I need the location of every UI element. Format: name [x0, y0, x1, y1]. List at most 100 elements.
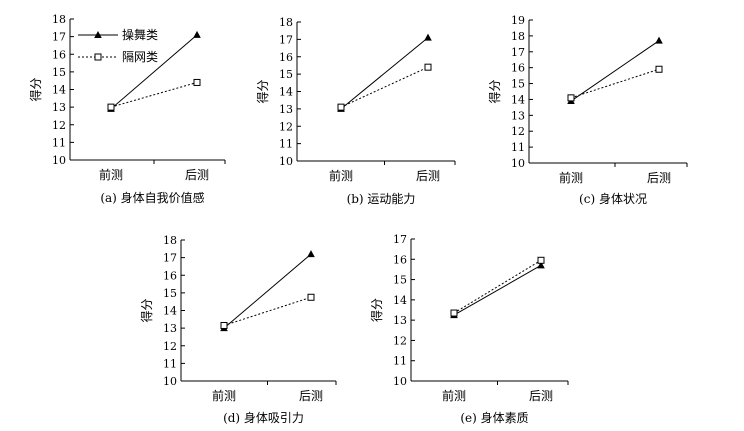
legend-marker-square — [94, 53, 102, 61]
x-tick-label: 前测 — [329, 168, 353, 183]
y-tick-label: 16 — [511, 62, 525, 75]
data-point-square — [307, 293, 315, 301]
y-tick-label: 11 — [163, 357, 177, 370]
chart-panel-4: 10 11 12 13 14 15 16 17 18 前测 后测 得分 (d) 身体吸引力 — [139, 234, 337, 425]
y-tick-label: 17 — [393, 233, 407, 246]
data-point-square — [220, 321, 228, 329]
y-tick-label: 14 — [393, 294, 407, 307]
y-tick-label: 16 — [279, 51, 293, 64]
panel-caption: (c) 身体状况 — [579, 191, 647, 206]
series-line-2 — [110, 81, 198, 108]
y-tick-label: 11 — [511, 141, 525, 154]
y-tick-label: 14 — [511, 93, 525, 106]
series-line-1 — [570, 40, 660, 102]
chart-panel-1: 10 11 12 13 14 15 16 17 18 前测 后测 得分 (a) 身体自我价值感 操舞类隔网… — [28, 13, 226, 205]
y-tick-label: 10 — [279, 155, 293, 168]
y-tick-label: 11 — [393, 355, 407, 368]
data-point-square — [337, 103, 345, 111]
x-tick-label: 后测 — [647, 171, 671, 185]
y-tick-label: 14 — [279, 86, 293, 99]
y-tick-label: 17 — [163, 252, 177, 265]
y-tick-label: 10 — [393, 375, 407, 388]
x-tick-label: 前测 — [442, 388, 466, 403]
series-line-1 — [110, 34, 198, 110]
data-point-triangle — [193, 30, 201, 38]
chart-panel-3: 10 11 12 13 14 15 16 17 18 19 前测 后测 得分 (c) 身体状况 — [487, 14, 688, 206]
y-tick-label: 10 — [511, 157, 525, 170]
panel-caption: (b) 运动能力 — [347, 192, 416, 206]
y-tick-label: 15 — [163, 287, 177, 300]
y-tick-label: 15 — [279, 68, 293, 81]
data-point-square — [567, 94, 575, 102]
series-line-1 — [453, 264, 542, 316]
legend-label: 操舞类 — [122, 27, 158, 42]
legend-label: 隔网类 — [122, 50, 158, 64]
y-tick-label: 13 — [279, 103, 293, 116]
y-tick-label: 12 — [279, 120, 293, 133]
y-tick-label: 12 — [511, 125, 525, 138]
y-tick-label: 13 — [393, 314, 407, 327]
x-tick-label: 前测 — [559, 170, 583, 185]
chart-panel-2: 10 11 12 13 14 15 16 17 18 前测 后测 得分 (b) 运动能力 — [255, 16, 456, 206]
y-axis-label: 得分 — [28, 77, 43, 101]
data-point-square — [655, 65, 663, 73]
y-tick-label: 18 — [511, 30, 525, 43]
series-line-2 — [223, 296, 312, 326]
y-tick-label: 15 — [511, 78, 525, 91]
y-tick-label: 10 — [163, 375, 177, 388]
y-tick-label: 19 — [511, 14, 525, 27]
y-tick-label: 11 — [279, 138, 293, 151]
y-tick-label: 12 — [52, 119, 66, 132]
data-point-triangle — [307, 250, 315, 258]
x-tick-label: 后测 — [299, 389, 323, 403]
y-tick-label: 18 — [279, 16, 293, 29]
y-axis-label: 得分 — [487, 79, 502, 103]
data-point-square — [537, 256, 545, 264]
x-tick-label: 后测 — [185, 168, 209, 182]
y-axis-label: 得分 — [369, 298, 384, 322]
data-point-square — [450, 309, 458, 317]
y-tick-label: 16 — [393, 253, 407, 266]
data-point-square — [424, 63, 432, 71]
y-tick-label: 13 — [163, 322, 177, 335]
y-tick-label: 14 — [163, 305, 177, 318]
y-tick-label: 15 — [52, 66, 66, 79]
chart-panel-5: 10 11 12 13 14 15 16 17 前测 后测 得分 (e) 身体素质 — [369, 233, 569, 425]
y-axis-label: 得分 — [139, 298, 154, 322]
panel-caption: (d) 身体吸引力 — [223, 410, 304, 425]
series-line-2 — [570, 68, 660, 99]
data-point-square — [107, 103, 115, 111]
data-point-triangle — [655, 36, 663, 44]
y-tick-label: 14 — [52, 84, 66, 97]
x-tick-label: 后测 — [416, 169, 440, 183]
series-line-1 — [340, 37, 429, 110]
legend-marker-triangle — [94, 31, 102, 38]
data-point-square — [193, 78, 201, 86]
y-tick-label: 18 — [163, 234, 177, 247]
y-tick-label: 17 — [52, 31, 66, 44]
y-tick-label: 16 — [163, 269, 177, 282]
y-tick-label: 13 — [52, 101, 66, 114]
x-tick-label: 后测 — [529, 389, 553, 403]
series-line-2 — [453, 259, 542, 314]
y-tick-label: 12 — [393, 334, 407, 347]
y-axis-label: 得分 — [255, 79, 270, 103]
panel-caption: (e) 身体素质 — [460, 410, 528, 425]
y-tick-label: 18 — [52, 13, 66, 26]
y-tick-label: 11 — [52, 136, 66, 149]
y-tick-label: 12 — [163, 340, 177, 353]
data-point-triangle — [424, 33, 432, 41]
y-tick-label: 13 — [511, 109, 525, 122]
panel-caption: (a) 身体自我价值感 — [100, 190, 204, 205]
x-tick-label: 前测 — [99, 167, 123, 182]
y-tick-label: 15 — [393, 274, 407, 287]
x-tick-label: 前测 — [212, 388, 236, 403]
series-line-1 — [223, 253, 312, 329]
y-tick-label: 16 — [52, 48, 66, 61]
data-point-triangle — [537, 261, 545, 269]
y-tick-label: 17 — [511, 46, 525, 59]
y-tick-label: 17 — [279, 33, 293, 46]
y-tick-label: 10 — [52, 154, 66, 167]
